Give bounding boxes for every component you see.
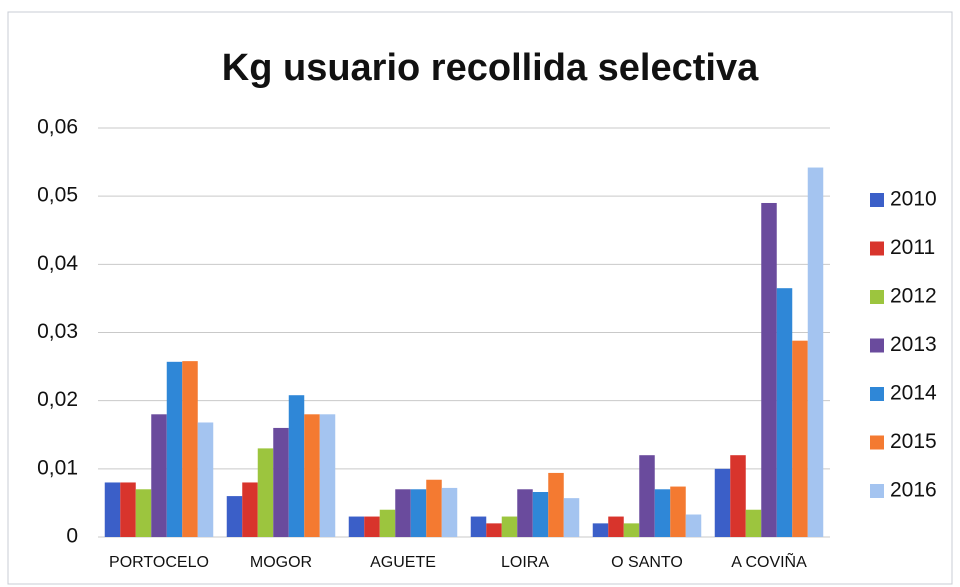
y-tick-label: 0,02 (37, 388, 78, 411)
bar (319, 414, 336, 537)
bar (104, 482, 121, 537)
bar (348, 516, 365, 537)
bar (410, 489, 427, 537)
bar (166, 361, 183, 537)
legend-swatch (870, 193, 884, 207)
legend-label: 2016 (890, 479, 937, 502)
legend-label: 2011 (890, 236, 935, 259)
bar (120, 482, 136, 537)
bar (197, 422, 214, 537)
bar (426, 479, 442, 537)
x-tick-label: MOGOR (250, 554, 312, 571)
legend-swatch (870, 387, 884, 401)
bar (592, 523, 609, 537)
legend-label: 2012 (890, 285, 937, 308)
bar (486, 523, 502, 537)
bar (288, 395, 305, 537)
bar (273, 427, 289, 537)
bar (792, 340, 808, 537)
bar (242, 482, 258, 537)
x-tick-label: O SANTO (611, 554, 683, 571)
bar (470, 516, 487, 537)
bar (226, 496, 243, 537)
chart-title: Kg usuario recollida selectiva (222, 47, 759, 89)
bar (761, 202, 777, 537)
bar (623, 523, 640, 537)
bar (135, 489, 152, 537)
bar (151, 414, 167, 537)
bar (501, 516, 518, 537)
bar (745, 509, 762, 537)
bar (670, 486, 686, 537)
bar (257, 448, 274, 537)
bar (730, 455, 746, 537)
bar (548, 472, 564, 537)
x-tick-label: AGUETE (370, 554, 436, 571)
legend-label: 2014 (890, 382, 937, 405)
bar (685, 514, 702, 537)
y-tick-label: 0,01 (37, 456, 78, 479)
legend-swatch (870, 338, 884, 353)
x-tick-label: LOIRA (501, 554, 549, 571)
bar (379, 509, 396, 537)
y-tick-label: 0,04 (37, 252, 78, 275)
bar (304, 414, 320, 537)
bar (639, 455, 655, 537)
legend-swatch (870, 290, 884, 304)
legend-swatch (870, 241, 884, 256)
bar (364, 516, 380, 537)
bar (714, 468, 731, 537)
bar (776, 288, 793, 537)
legend-swatch (870, 484, 884, 498)
x-tick-label: A COVIÑA (731, 551, 807, 571)
bar (182, 361, 198, 537)
x-tick-label: PORTOCELO (109, 554, 209, 571)
bar (563, 498, 580, 537)
y-tick-label: 0,03 (37, 320, 78, 343)
bar (395, 489, 411, 537)
bar (608, 516, 624, 537)
legend-label: 2013 (890, 333, 937, 356)
legend-label: 2015 (890, 430, 937, 453)
bar (807, 167, 824, 537)
y-tick-label: 0,06 (37, 116, 78, 139)
legend-swatch (870, 435, 884, 450)
y-tick-label: 0 (66, 525, 78, 548)
y-tick-label: 0,05 (37, 184, 78, 207)
bar (517, 489, 533, 537)
bar (654, 489, 671, 537)
bar (532, 492, 549, 537)
bar (441, 487, 458, 537)
legend-label: 2010 (890, 188, 937, 211)
